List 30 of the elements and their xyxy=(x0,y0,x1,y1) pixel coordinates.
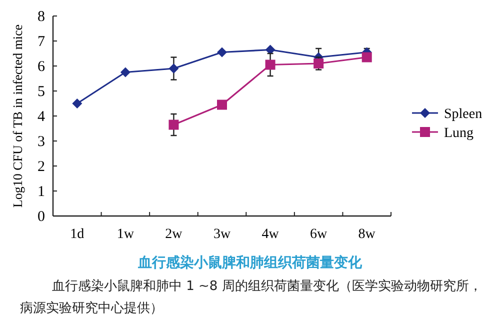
y-tick-label: 4 xyxy=(38,109,46,125)
y-tick-label: 1 xyxy=(38,184,45,200)
x-tick-label: 3w xyxy=(213,227,232,242)
x-tick-label: 4w xyxy=(262,227,280,242)
y-tick-label: 5 xyxy=(38,84,45,100)
y-tick-label: 8 xyxy=(38,9,45,25)
x-tick-label: 6w xyxy=(310,227,328,242)
y-axis-title: Log10 CFU of TB in infected mice xyxy=(10,24,25,208)
point xyxy=(72,98,82,108)
y-tick-label: 7 xyxy=(38,34,46,50)
y-tick-label: 0 xyxy=(38,209,45,225)
x-tick-label: 1d xyxy=(70,227,84,242)
point xyxy=(265,60,276,70)
text: 血行感染小鼠脾和肺组织荷菌量变化 xyxy=(137,254,363,272)
x-tick-label: 2w xyxy=(165,227,184,242)
point xyxy=(168,64,179,74)
point xyxy=(217,100,227,110)
point xyxy=(265,44,276,55)
x-tick-label: 1w xyxy=(116,227,135,242)
y-tick-label: 3 xyxy=(38,134,45,150)
point xyxy=(168,120,179,130)
point xyxy=(362,52,372,62)
point xyxy=(120,67,130,78)
point xyxy=(217,47,227,58)
legend-label: Spleen xyxy=(444,107,482,122)
legend-label: Lung xyxy=(444,126,474,141)
y-tick-label: 6 xyxy=(38,59,46,75)
y-tick-label: 2 xyxy=(38,159,45,175)
text: 血行感染小鼠脾和肺中 1 ~8 周的组织荷菌量变化（医学实验动物研究所，病源实验研究中心提供） xyxy=(20,278,482,318)
x-tick-label: 8w xyxy=(358,227,376,242)
